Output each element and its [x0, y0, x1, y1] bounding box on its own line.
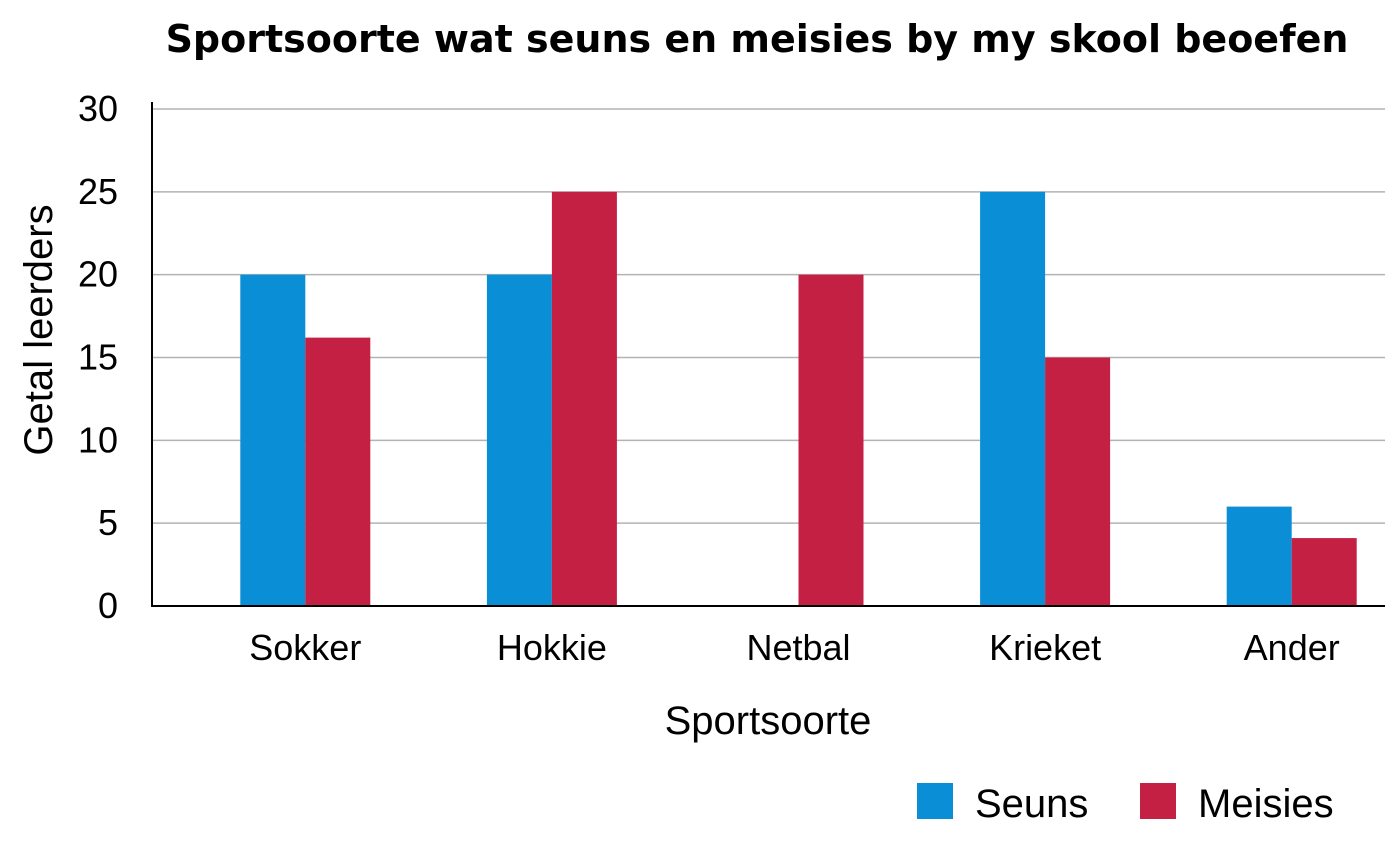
bar-meisies-hokkie: [551, 191, 617, 607]
axes: [151, 102, 1385, 607]
x-tick-label: Krieket: [989, 627, 1101, 668]
y-tick-label: 20: [78, 254, 118, 295]
legend-label-seuns: Seuns: [975, 782, 1088, 826]
y-tick-label: 25: [78, 171, 118, 212]
legend-swatch-meisies: [1140, 783, 1176, 819]
x-tick-label: Netbal: [746, 627, 850, 668]
bar-seuns-hokkie: [486, 274, 552, 606]
bar-seuns-ander: [1226, 506, 1292, 606]
x-tick-label: Hokkie: [497, 627, 607, 668]
legend: Seuns Meisies: [917, 782, 1334, 826]
bar-seuns-sokker: [240, 274, 306, 606]
bar-seuns-krieket: [980, 191, 1046, 607]
y-tick-label: 5: [98, 502, 118, 543]
y-tick-label: 15: [78, 337, 118, 378]
bar-meisies-netbal: [798, 274, 864, 606]
y-tick-label: 0: [98, 585, 118, 626]
x-axis-ticks: Sokker Hokkie Netbal Krieket Ander: [249, 627, 1339, 668]
x-tick-label: Ander: [1244, 627, 1340, 668]
legend-label-meisies: Meisies: [1198, 782, 1334, 826]
y-axis-title: Getal leerders: [17, 204, 61, 455]
bar-meisies-ander: [1291, 538, 1357, 606]
x-axis-title: Sportsoorte: [665, 699, 872, 743]
chart-title: Sportsoorte wat seuns en meisies by my s…: [166, 17, 1349, 61]
y-axis-ticks: 0 5 10 15 20 25 30: [78, 88, 118, 626]
x-tick-label: Sokker: [249, 627, 361, 668]
bars: [240, 191, 1357, 607]
y-tick-label: 30: [78, 88, 118, 129]
legend-swatch-seuns: [917, 783, 953, 819]
bar-meisies-krieket: [1045, 357, 1111, 606]
y-tick-label: 10: [78, 419, 118, 460]
bar-meisies-sokker: [305, 337, 371, 606]
